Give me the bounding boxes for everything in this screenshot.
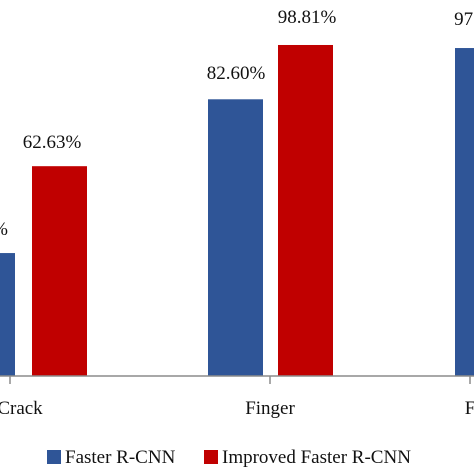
bar-finger-faster <box>208 99 263 376</box>
legend: Faster R-CNN Improved Faster R-CNN <box>47 447 411 468</box>
data-labels-layer: 0% 62.63% 82.60% 98.81% 97. <box>0 7 474 240</box>
bar-f-faster <box>455 48 474 376</box>
legend-label-faster: Faster R-CNN <box>65 447 176 468</box>
bar-finger-improved <box>278 44 333 376</box>
data-label-finger-0: 82.60% <box>207 63 266 84</box>
x-tick-label-crack: Crack <box>0 398 43 419</box>
data-label-finger-1: 98.81% <box>278 7 337 28</box>
bars-layer <box>0 44 474 376</box>
data-label-crack-0: 0% <box>0 219 8 240</box>
legend-label-improved: Improved Faster R-CNN <box>222 447 411 468</box>
bar-crack-faster <box>0 253 15 376</box>
x-tick-label-f: F <box>465 398 474 419</box>
data-label-f-2: 97. <box>454 9 474 30</box>
legend-swatch-faster <box>47 450 61 464</box>
x-ticks-layer: Crack Finger F <box>0 376 474 419</box>
data-label-crack-1: 62.63% <box>23 132 82 153</box>
x-tick-label-finger: Finger <box>245 398 295 419</box>
legend-swatch-improved <box>204 450 218 464</box>
bar-crack-improved <box>32 166 87 376</box>
